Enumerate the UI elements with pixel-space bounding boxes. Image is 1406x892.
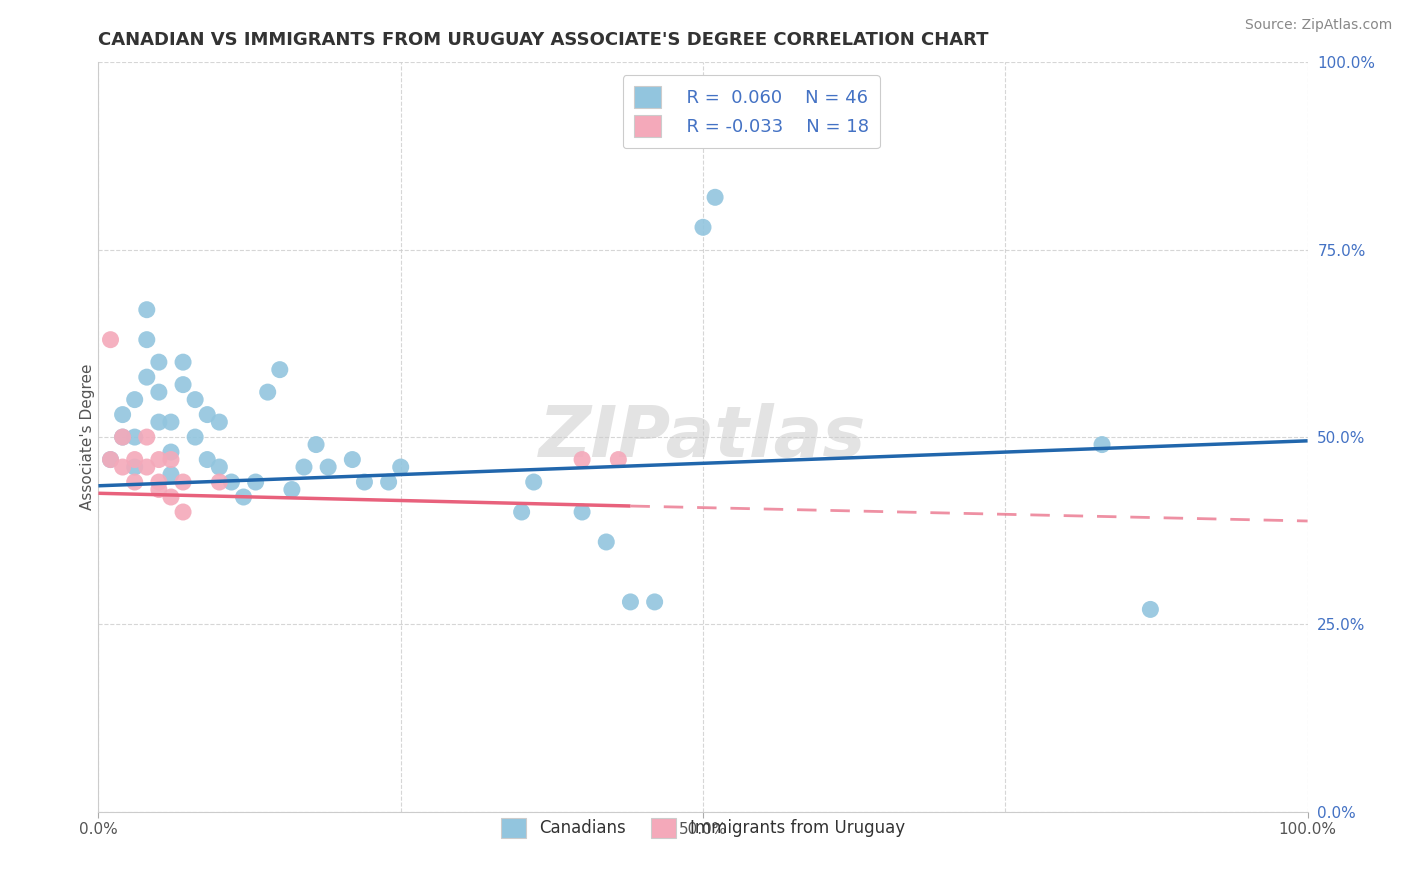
Point xyxy=(523,475,546,489)
Text: ZIPatlas: ZIPatlas xyxy=(540,402,866,472)
Point xyxy=(148,452,170,467)
Point xyxy=(256,385,278,400)
Point xyxy=(148,483,170,497)
Point xyxy=(124,460,146,475)
Text: Source: ZipAtlas.com: Source: ZipAtlas.com xyxy=(1244,18,1392,32)
Point xyxy=(184,392,207,407)
Point xyxy=(692,220,714,235)
Point xyxy=(124,430,146,444)
Point xyxy=(208,475,231,489)
Point xyxy=(124,452,146,467)
Point xyxy=(245,475,267,489)
Point xyxy=(377,475,399,489)
Point xyxy=(111,460,134,475)
Point xyxy=(353,475,375,489)
Point xyxy=(135,460,157,475)
Point xyxy=(389,460,412,475)
Point xyxy=(124,475,146,489)
Y-axis label: Associate's Degree: Associate's Degree xyxy=(80,364,94,510)
Point xyxy=(124,392,146,407)
Point xyxy=(571,452,593,467)
Point xyxy=(1091,437,1114,451)
Point xyxy=(135,302,157,317)
Point xyxy=(184,430,207,444)
Point xyxy=(510,505,533,519)
Point xyxy=(305,437,328,451)
Text: CANADIAN VS IMMIGRANTS FROM URUGUAY ASSOCIATE'S DEGREE CORRELATION CHART: CANADIAN VS IMMIGRANTS FROM URUGUAY ASSO… xyxy=(98,31,988,49)
Point xyxy=(160,467,183,482)
Point xyxy=(172,377,194,392)
Point xyxy=(135,370,157,384)
Point xyxy=(100,333,122,347)
Point xyxy=(111,430,134,444)
Point xyxy=(269,362,291,376)
Point xyxy=(195,452,218,467)
Point xyxy=(704,190,727,204)
Point xyxy=(100,452,122,467)
Point xyxy=(172,505,194,519)
Point xyxy=(619,595,641,609)
Point xyxy=(135,430,157,444)
Point xyxy=(208,460,231,475)
Point xyxy=(316,460,339,475)
Point xyxy=(342,452,364,467)
Point xyxy=(148,475,170,489)
Point xyxy=(148,385,170,400)
Point xyxy=(148,355,170,369)
Point xyxy=(148,415,170,429)
Point xyxy=(607,452,630,467)
Point xyxy=(232,490,254,504)
Point xyxy=(281,483,304,497)
Point xyxy=(595,535,617,549)
Legend: Canadians, Immigrants from Uruguay: Canadians, Immigrants from Uruguay xyxy=(495,811,911,845)
Point xyxy=(111,430,134,444)
Point xyxy=(221,475,243,489)
Point xyxy=(571,505,593,519)
Point xyxy=(208,415,231,429)
Point xyxy=(135,333,157,347)
Point xyxy=(292,460,315,475)
Point xyxy=(195,408,218,422)
Point xyxy=(160,445,183,459)
Point xyxy=(111,408,134,422)
Point xyxy=(1139,602,1161,616)
Point xyxy=(172,355,194,369)
Point xyxy=(160,490,183,504)
Point xyxy=(160,415,183,429)
Point xyxy=(160,452,183,467)
Point xyxy=(100,452,122,467)
Point xyxy=(644,595,666,609)
Point xyxy=(172,475,194,489)
